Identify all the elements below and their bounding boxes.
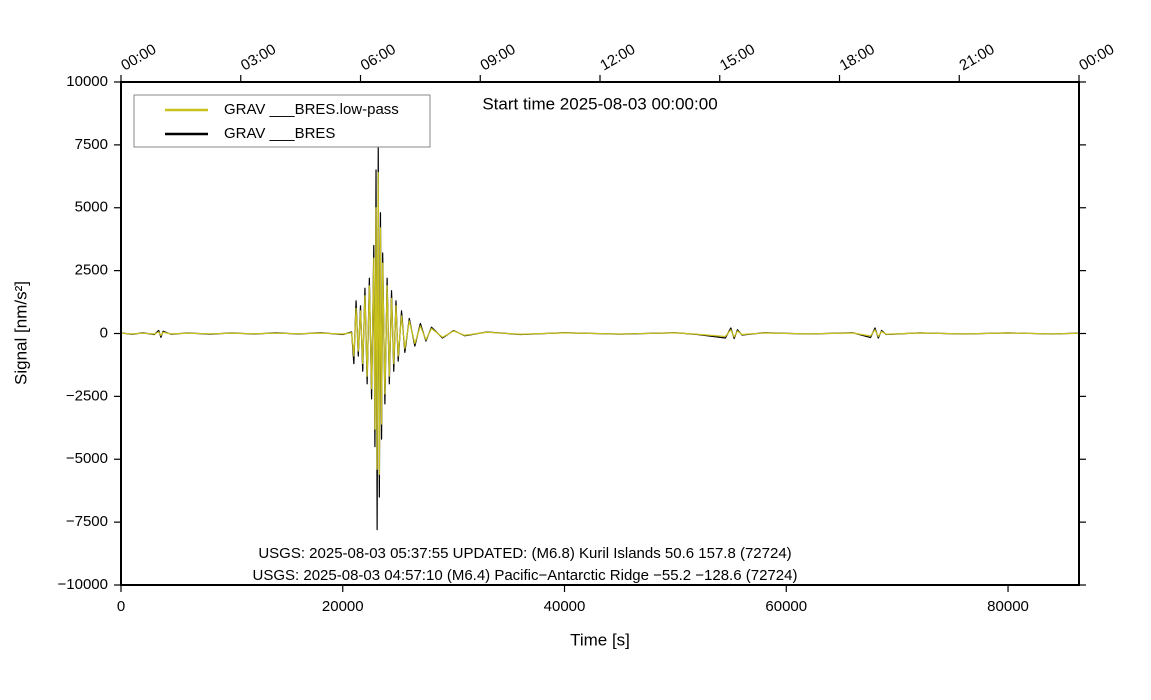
legend-label: GRAV ___BRES	[224, 125, 335, 142]
y-tick-label: 0	[100, 324, 108, 341]
y-tick-label: 2500	[75, 262, 108, 279]
event-note: USGS: 2025-08-03 04:57:10 (M6.4) Pacific…	[253, 567, 798, 584]
y-axis-label: Signal [nm/s²]	[11, 281, 30, 385]
y-tick-label: 7500	[75, 136, 108, 153]
x-tick-label: 40000	[544, 598, 586, 615]
legend-label: GRAV ___BRES.low-pass	[224, 101, 399, 118]
x2-tick-label: 21:00	[956, 41, 997, 74]
x2-tick-label: 00:00	[1076, 41, 1117, 74]
x-tick-label: 80000	[987, 598, 1029, 615]
x-tick-label: 20000	[322, 598, 364, 615]
y-tick-label: −7500	[66, 513, 108, 530]
y-tick-label: −5000	[66, 450, 108, 467]
x2-tick-label: 12:00	[597, 41, 638, 74]
x2-tick-label: 03:00	[238, 41, 279, 74]
x2-tick-label: 09:00	[477, 41, 518, 74]
event-note: USGS: 2025-08-03 05:37:55 UPDATED: (M6.8…	[258, 545, 791, 562]
x-tick-label: 60000	[765, 598, 807, 615]
signal-line	[120, 171, 1080, 475]
x-tick-label: 0	[117, 598, 125, 615]
x2-tick-label: 06:00	[358, 41, 399, 74]
signal-line	[120, 146, 1080, 531]
y-tick-label: −10000	[58, 576, 108, 593]
legend-box	[133, 94, 431, 148]
x2-tick-label: 15:00	[717, 41, 758, 74]
start-time: Start time 2025-08-03 00:00:00	[482, 94, 717, 113]
y-tick-label: −2500	[66, 387, 108, 404]
x2-tick-label: 18:00	[837, 41, 878, 74]
y-tick-label: 10000	[66, 73, 108, 90]
x2-tick-label: 00:00	[118, 41, 159, 74]
y-tick-label: 5000	[75, 199, 108, 216]
x-axis-label: Time [s]	[570, 630, 630, 649]
